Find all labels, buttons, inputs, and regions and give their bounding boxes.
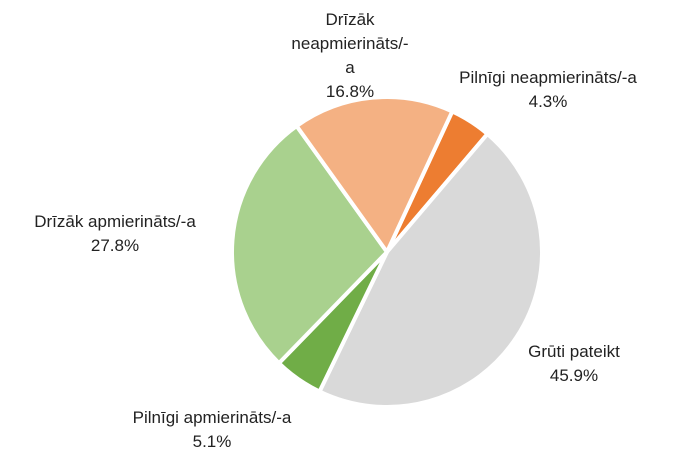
slice-label: Pilnīgi apmierināts/-a 5.1% bbox=[62, 406, 362, 454]
value-label: 27.8% bbox=[90, 236, 140, 255]
value-label: 5.1% bbox=[192, 432, 232, 451]
pie-slice bbox=[294, 95, 455, 254]
pie-slice bbox=[230, 124, 389, 366]
slice-label: Pilnīgi neapmierināts/-a 4.3% bbox=[398, 66, 680, 114]
category-name: Drīzāk apmierināts/-a bbox=[34, 212, 196, 231]
slice-label: Grūti pateikt 45.9% bbox=[424, 340, 680, 388]
value-label: 45.9% bbox=[549, 366, 599, 385]
category-name: Grūti pateikt bbox=[528, 342, 620, 361]
slice-label: Drīzāk neapmierināts/-a 16.8% bbox=[290, 8, 410, 104]
value-label: 4.3% bbox=[528, 92, 568, 111]
value-label: 16.8% bbox=[325, 82, 375, 101]
category-name: Pilnīgi apmierināts/-a bbox=[132, 408, 292, 427]
pie-slice bbox=[317, 131, 544, 409]
category-name: Drīzāk neapmierināts/-a bbox=[291, 10, 409, 77]
slice-label: Drīzāk apmierināts/-a 27.8% bbox=[0, 210, 265, 258]
category-name: Pilnīgi neapmierināts/-a bbox=[459, 68, 637, 87]
